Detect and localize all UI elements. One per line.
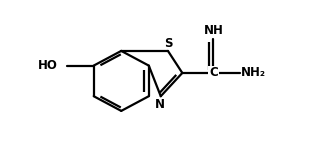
Text: NH: NH [204,24,223,38]
Text: C: C [209,66,218,80]
Text: NH₂: NH₂ [241,66,266,80]
Text: HO: HO [38,59,58,72]
Text: S: S [164,37,172,50]
Text: N: N [154,98,165,111]
